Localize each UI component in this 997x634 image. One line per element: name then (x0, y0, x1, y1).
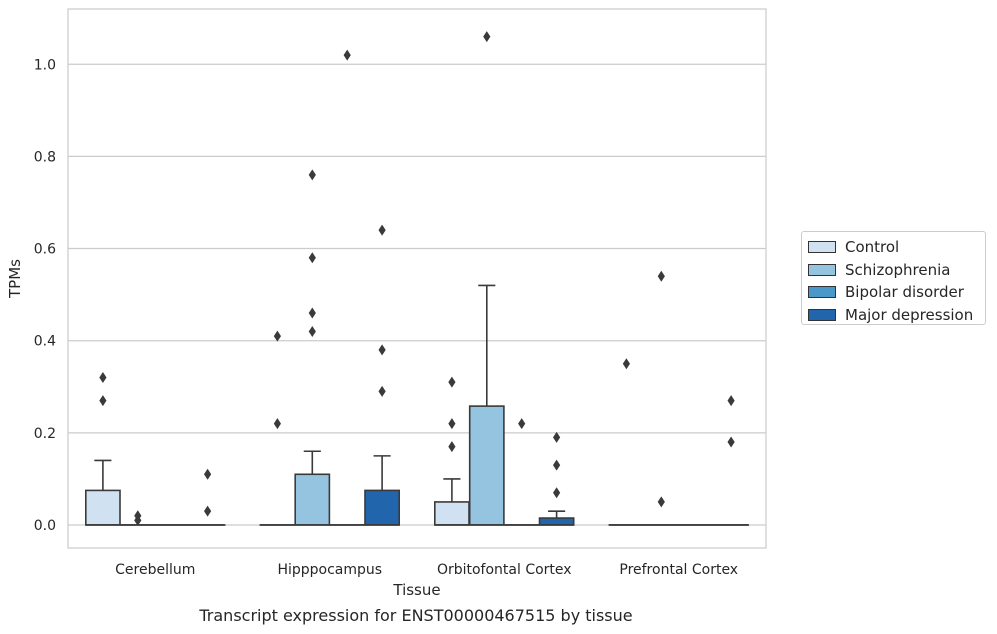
outlier-point (448, 376, 456, 388)
outlier-point (448, 418, 456, 430)
box-body (294, 473, 331, 526)
legend-swatch (808, 308, 836, 321)
outlier-point (308, 325, 316, 337)
x-tick-label: Cerebellum (115, 562, 195, 578)
outlier-point (378, 344, 386, 356)
box-control (84, 372, 121, 526)
outlier-point (553, 487, 561, 499)
legend-item: Schizophrenia (808, 259, 985, 282)
y-tick-labels: 0.0 0.2 0.4 0.6 0.8 1.0 (34, 57, 56, 534)
outlier-point (99, 372, 107, 384)
outlier-point (308, 307, 316, 319)
y-tick-label: 0.2 (34, 426, 56, 442)
box-body (364, 489, 401, 526)
outlier-point (343, 49, 351, 61)
y-tick-label: 0.4 (34, 334, 56, 350)
box-control (259, 330, 296, 526)
y-tick-label: 0.6 (34, 242, 56, 258)
legend-swatch (808, 286, 836, 299)
outlier-point (448, 441, 456, 453)
outlier-point (378, 385, 386, 397)
outlier-point (204, 505, 212, 517)
box-schizophrenia (294, 169, 331, 526)
box-major-depression (538, 431, 575, 526)
box-body (84, 489, 121, 526)
figure-caption: Transcript expression for ENST0000046751… (199, 606, 633, 625)
legend-item: Bipolar disorder (808, 281, 985, 304)
box-schizophrenia (468, 31, 505, 526)
legend-label: Major depression (845, 305, 974, 324)
legend-label: Schizophrenia (845, 260, 951, 279)
plot-marks (84, 31, 750, 526)
outlier-point (553, 459, 561, 471)
outlier-point (622, 358, 630, 370)
outlier-point (378, 224, 386, 236)
box-major-depression (364, 224, 401, 526)
grid-lines (68, 63, 766, 526)
outlier-point (727, 395, 735, 407)
box-control (433, 376, 470, 526)
x-tick-label: Orbitofontal Cortex (437, 562, 572, 578)
y-axis-title: TPMs (6, 259, 24, 299)
box-body (538, 517, 575, 526)
box-schizophrenia (643, 270, 680, 526)
outlier-point (657, 270, 665, 282)
outlier-point (134, 514, 142, 526)
legend-label: Bipolar disorder (845, 283, 964, 302)
outlier-point (657, 496, 665, 508)
box-schizophrenia (119, 510, 156, 526)
outlier-point (518, 418, 526, 430)
outlier-point (483, 31, 491, 43)
legend-swatch (808, 241, 836, 254)
legend-item: Control (808, 236, 985, 259)
box-major-depression (713, 395, 750, 526)
box-major-depression (189, 468, 226, 526)
outlier-point (273, 418, 281, 430)
y-tick-label: 0.8 (34, 149, 56, 165)
outlier-point (308, 169, 316, 181)
x-tick-label: Hipppocampus (277, 562, 382, 578)
box-body (433, 501, 470, 526)
box-body (468, 405, 505, 526)
box-bipolar-disorder (329, 49, 366, 526)
legend-swatch (808, 263, 836, 276)
plot-frame (67, 8, 767, 549)
box-control (608, 358, 645, 526)
outlier-point (99, 395, 107, 407)
x-axis-title: Tissue (392, 581, 440, 599)
outlier-point (727, 436, 735, 448)
outlier-point (273, 330, 281, 342)
y-tick-label: 0.0 (34, 518, 56, 534)
legend: Control Schizophrenia Bipolar disorder Majo… (801, 231, 986, 325)
outlier-point (204, 468, 212, 480)
outlier-point (553, 431, 561, 443)
legend-label: Control (845, 238, 900, 257)
outlier-point (308, 252, 316, 264)
x-tick-label: Prefrontal Cortex (619, 562, 738, 578)
y-tick-label: 1.0 (34, 57, 56, 73)
x-tick-labels: Cerebellum Hipppocampus Orbitofontal Corte… (115, 562, 738, 578)
box-bipolar-disorder (503, 418, 540, 526)
legend-item: Major depression (808, 304, 985, 327)
